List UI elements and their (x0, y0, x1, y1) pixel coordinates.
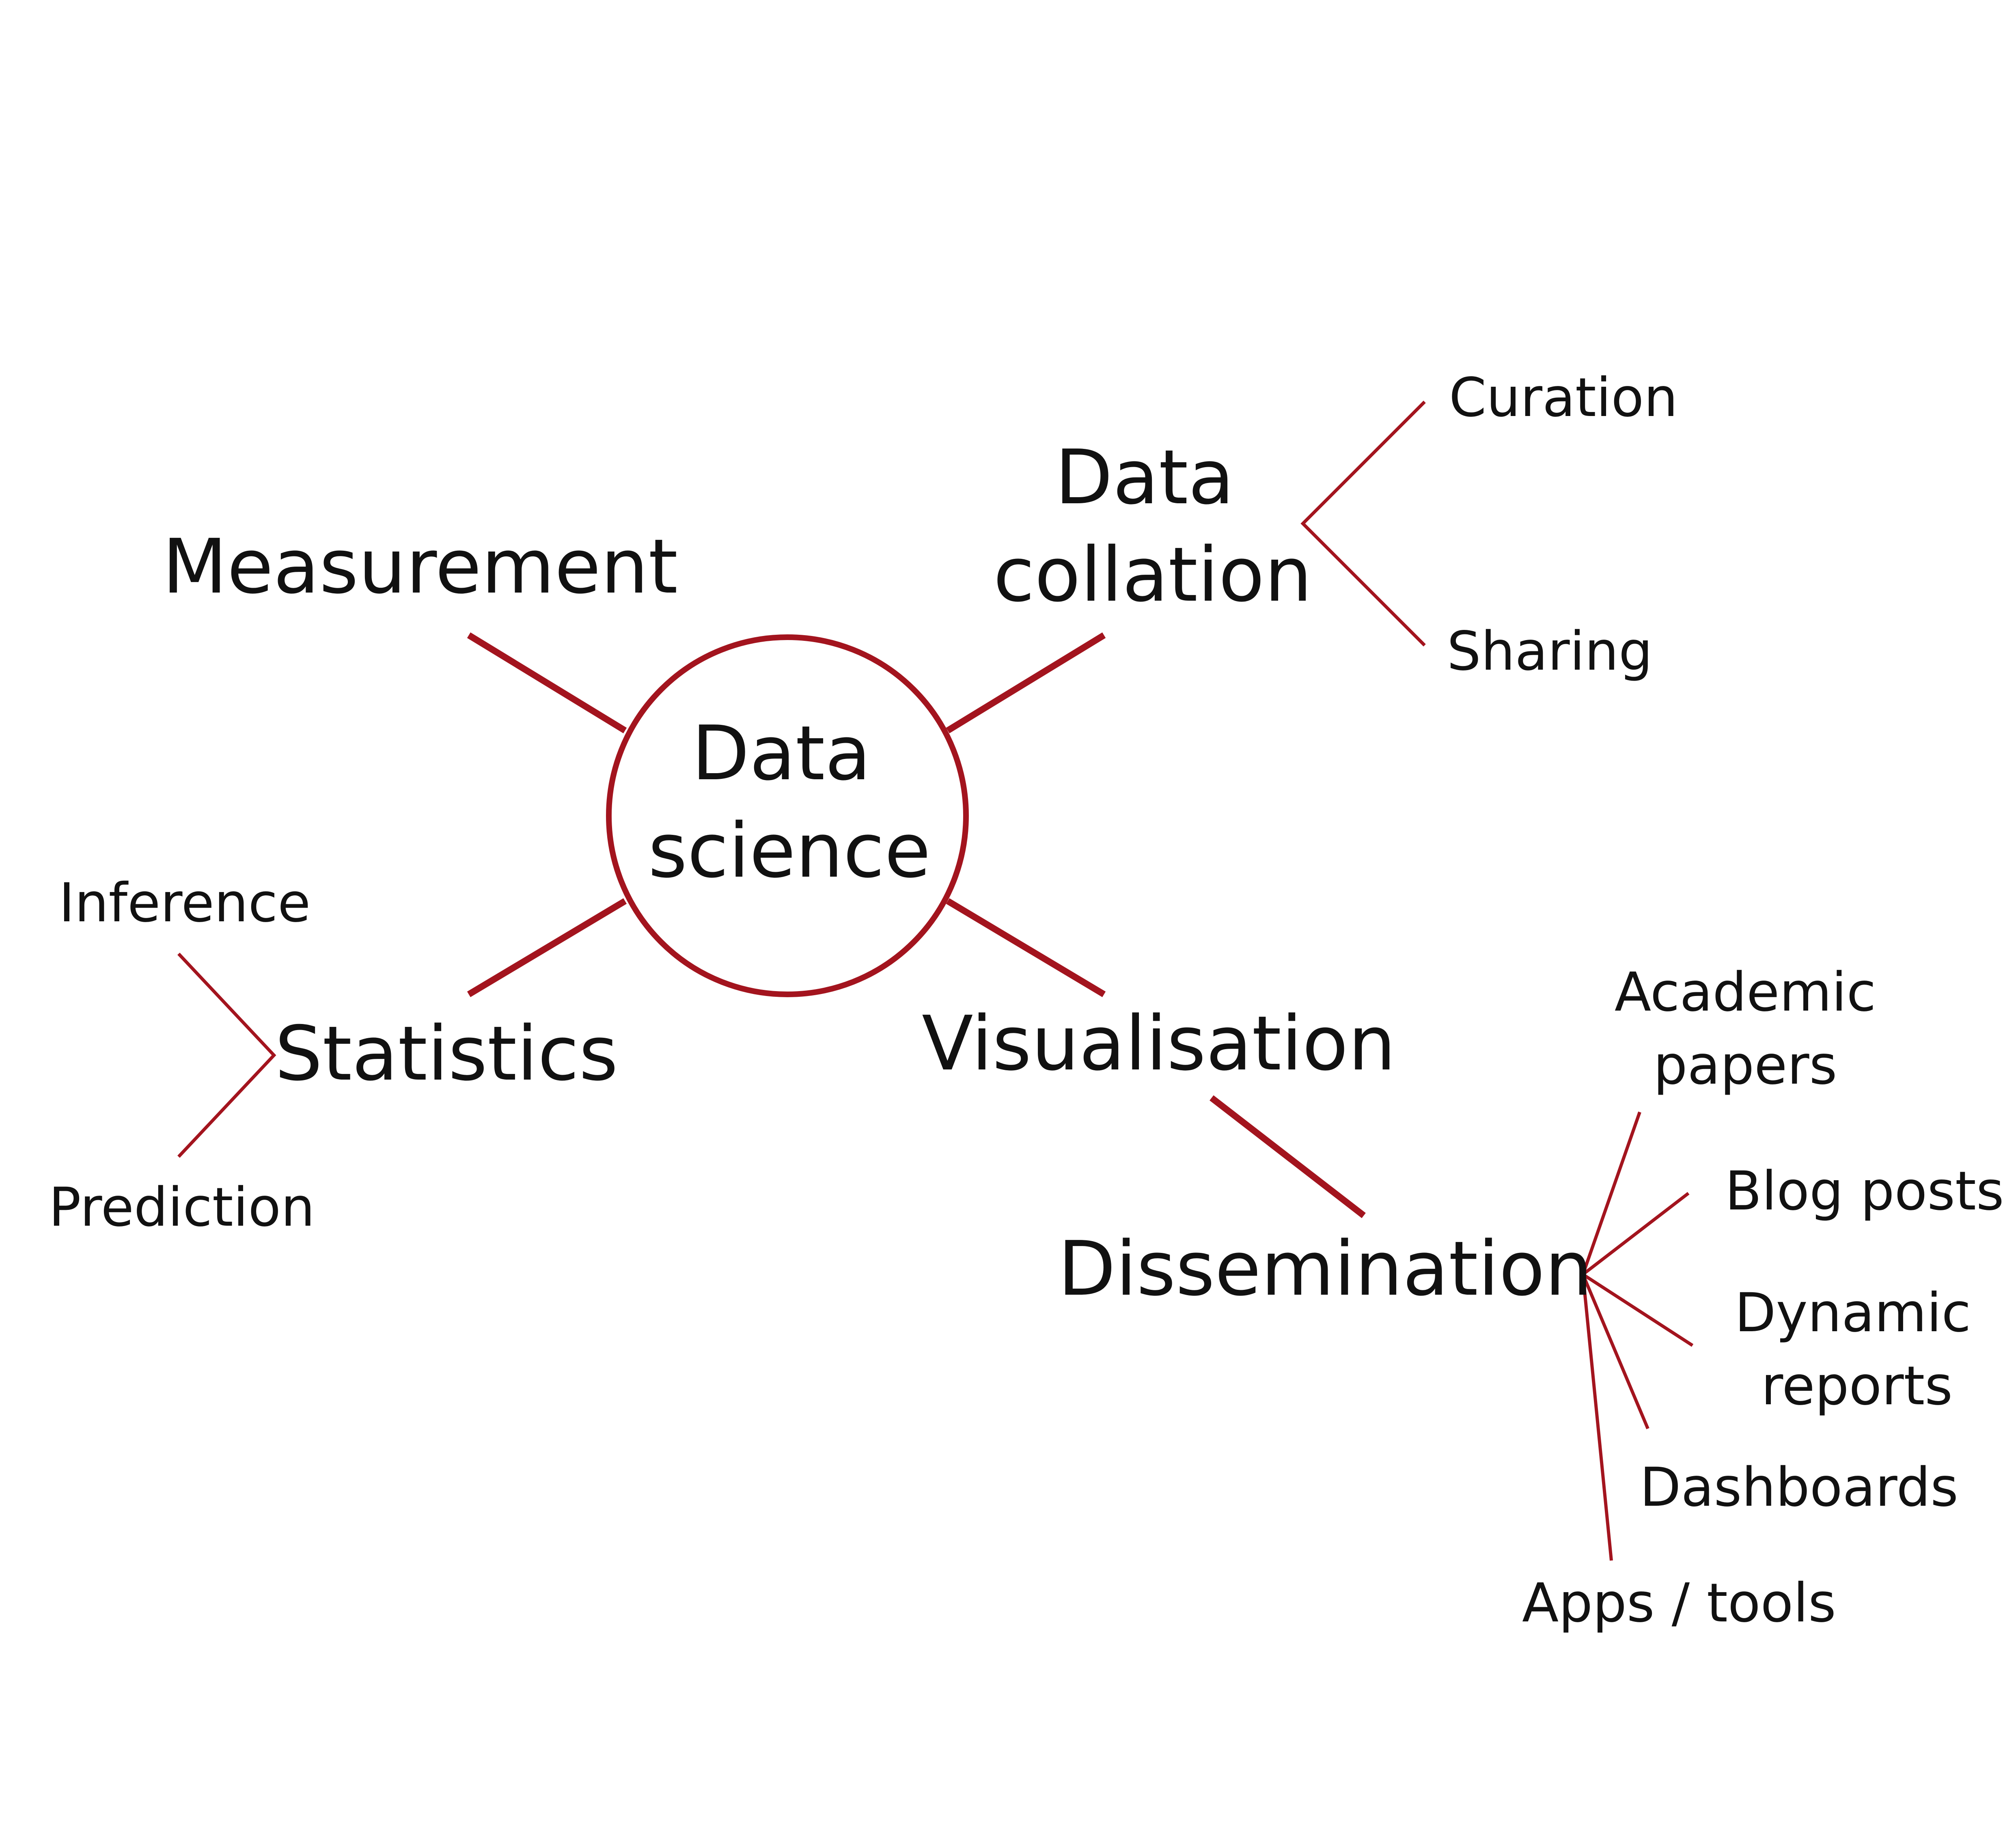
fork-statistics (177, 953, 276, 1158)
sub-node-academic-papers-line2: papers (1654, 1034, 1837, 1097)
branch-data-collation-line1: Data (1055, 433, 1234, 521)
branch-statistics: Statistics (275, 1010, 618, 1097)
branch-measurement: Measurement (162, 523, 678, 610)
sub-node-apps-tools: Apps / tools (1522, 1572, 1836, 1634)
fork-data-collation (1300, 401, 1426, 647)
branch-data-collation-line2: collation (993, 531, 1312, 619)
sub-node-prediction: Prediction (49, 1176, 315, 1239)
spoke-data-collation (946, 632, 1106, 733)
fan-dissemination (1581, 1111, 1694, 1561)
fan-line-academic-papers (1581, 1111, 1641, 1275)
branch-dissemination: Dissemination (1058, 1225, 1592, 1313)
fan-line-dynamic-reports (1582, 1273, 1694, 1347)
link-visualisation-dissemination (1210, 1095, 1366, 1218)
sub-node-sharing: Sharing (1447, 620, 1653, 683)
sub-node-dashboards: Dashboards (1640, 1456, 1958, 1519)
sub-node-inference: Inference (59, 872, 310, 934)
branch-visualisation: Visualisation (922, 1000, 1396, 1087)
sub-node-dynamic-reports-line2: reports (1761, 1355, 1953, 1417)
fan-line-dashboards (1581, 1274, 1649, 1429)
sub-node-dynamic-reports-line1: Dynamic (1735, 1282, 1971, 1344)
spoke-visualisation (946, 898, 1106, 997)
center-circle (606, 634, 969, 997)
center-label-line1: Data (692, 709, 871, 797)
spoke-measurement (467, 632, 627, 733)
sub-node-blog-posts: Blog posts (1725, 1160, 2004, 1222)
sub-node-academic-papers-line1: Academic (1615, 961, 1876, 1024)
fan-line-blog-posts (1582, 1192, 1690, 1276)
sub-node-curation: Curation (1449, 366, 1678, 429)
fan-line-apps-tools (1581, 1274, 1613, 1561)
spoke-statistics (467, 898, 627, 997)
center-label-line2: science (648, 807, 931, 895)
